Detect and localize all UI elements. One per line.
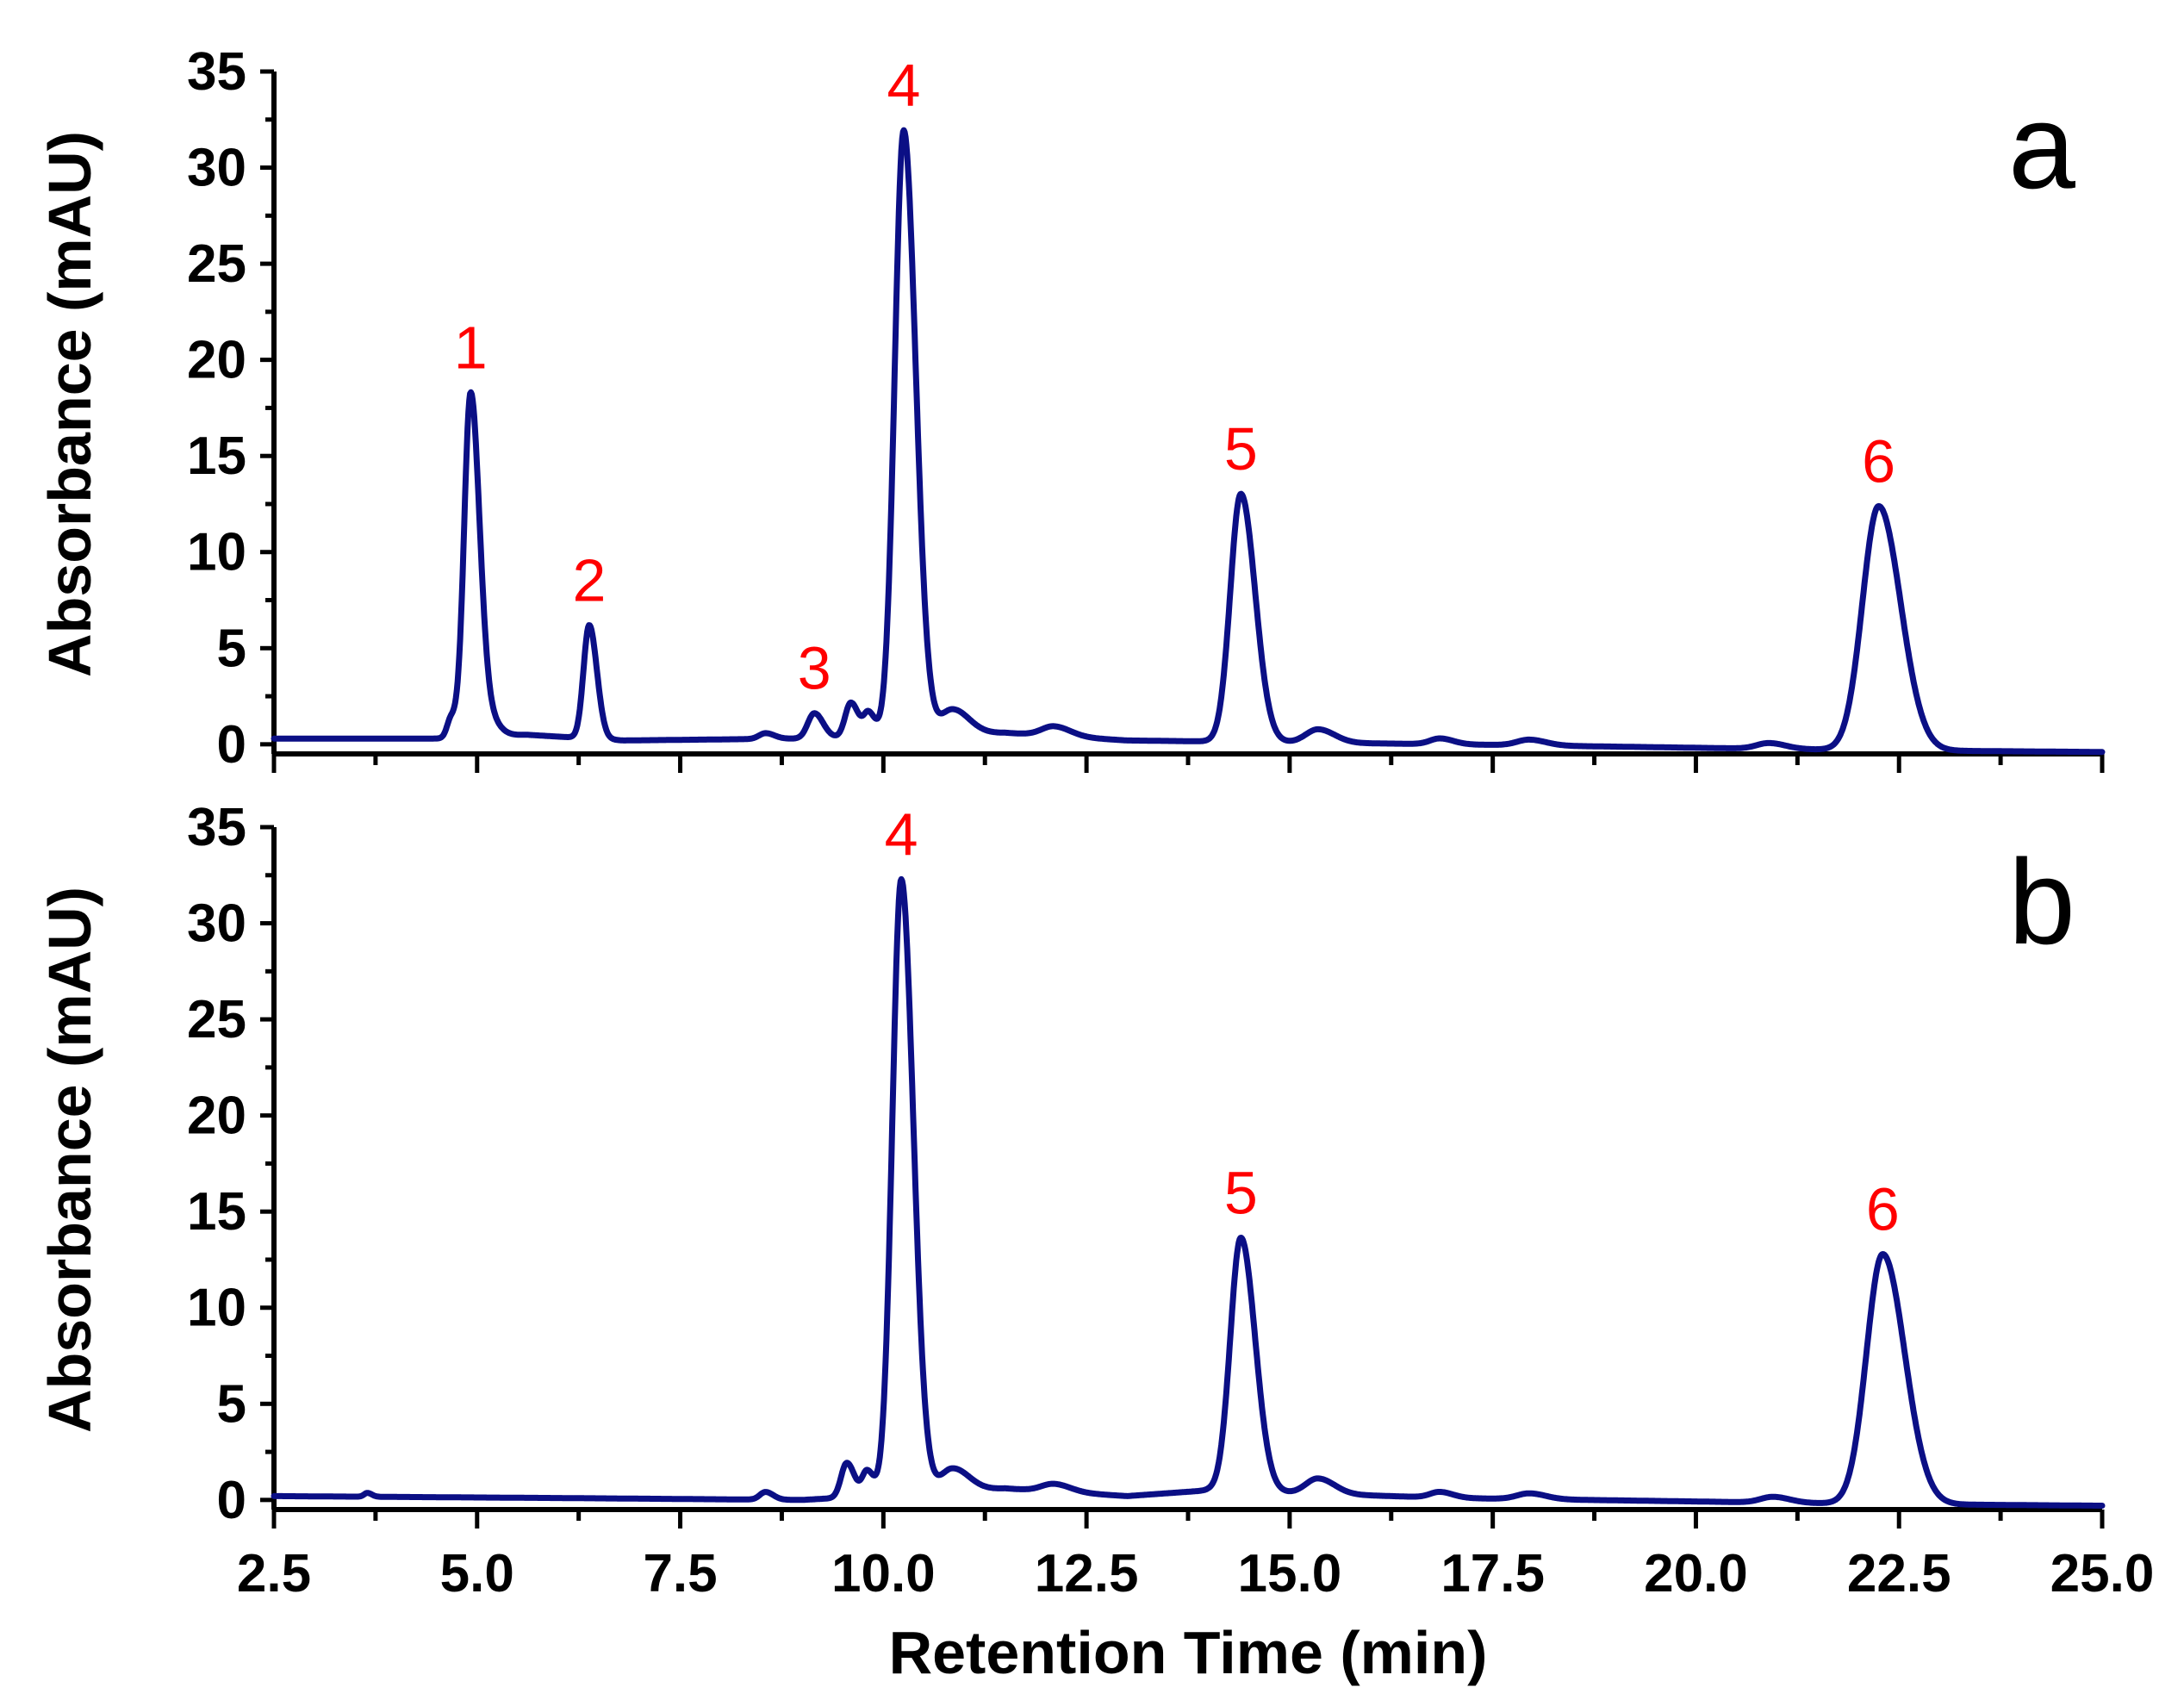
panel-letter: b	[2008, 834, 2075, 969]
x-tick-label: 5.0	[440, 1544, 514, 1603]
x-tick-label: 22.5	[1847, 1544, 1951, 1603]
y-tick-label: 35	[187, 42, 246, 102]
y-tick-label: 0	[217, 715, 246, 775]
peak-label: 6	[1862, 427, 1895, 495]
y-tick-label: 20	[187, 331, 246, 390]
y-tick-label: 10	[187, 1279, 246, 1338]
peak-label: 5	[1224, 415, 1258, 483]
x-tick-label: 17.5	[1440, 1544, 1545, 1603]
y-tick-label: 35	[187, 798, 246, 857]
y-tick-label: 15	[187, 426, 246, 486]
peak-label: 3	[798, 635, 831, 702]
peak-label: 5	[1224, 1159, 1258, 1226]
x-tick-label: 2.5	[237, 1544, 311, 1603]
y-tick-label: 25	[187, 234, 246, 294]
x-tick-label: 15.0	[1238, 1544, 1342, 1603]
y-tick-label: 20	[187, 1086, 246, 1146]
chromatogram-trace	[271, 127, 2106, 756]
chromatogram-trace	[271, 875, 2106, 1509]
y-tick-label: 25	[187, 990, 246, 1049]
x-tick-label: 10.0	[831, 1544, 936, 1603]
x-tick-label: 25.0	[2050, 1544, 2155, 1603]
y-tick-label: 30	[187, 139, 246, 198]
y-axis-title: Absorbance (mAU)	[36, 131, 103, 677]
x-tick-label: 20.0	[1644, 1544, 1748, 1603]
x-tick-label: 12.5	[1035, 1544, 1139, 1603]
y-tick-label: 5	[217, 619, 246, 678]
y-tick-label: 30	[187, 894, 246, 954]
panel-letter: a	[2008, 78, 2075, 214]
y-tick-label: 0	[217, 1471, 246, 1530]
peak-label: 2	[572, 546, 606, 613]
x-axis-title: Retention Time (min)	[889, 1619, 1488, 1686]
y-tick-label: 5	[217, 1374, 246, 1434]
peak-label: 4	[887, 52, 920, 119]
y-tick-label: 10	[187, 523, 246, 582]
y-tick-label: 15	[187, 1182, 246, 1242]
peak-label: 4	[885, 800, 918, 868]
peak-label: 6	[1866, 1176, 1900, 1243]
y-axis-title: Absorbance (mAU)	[36, 887, 103, 1433]
peak-label: 1	[454, 314, 488, 381]
panel-a: 0 5 10 15 20 25 30 35 Absorbance (mAU) a 1 2 3 4 5 6	[36, 42, 2106, 775]
panel-b: 0 5 10 15 20 25 30 35 2.5 5.0 7.5 10.0 12.5 15.0 17.5 2…	[36, 798, 2154, 1686]
x-tick-label: 7.5	[643, 1544, 717, 1603]
